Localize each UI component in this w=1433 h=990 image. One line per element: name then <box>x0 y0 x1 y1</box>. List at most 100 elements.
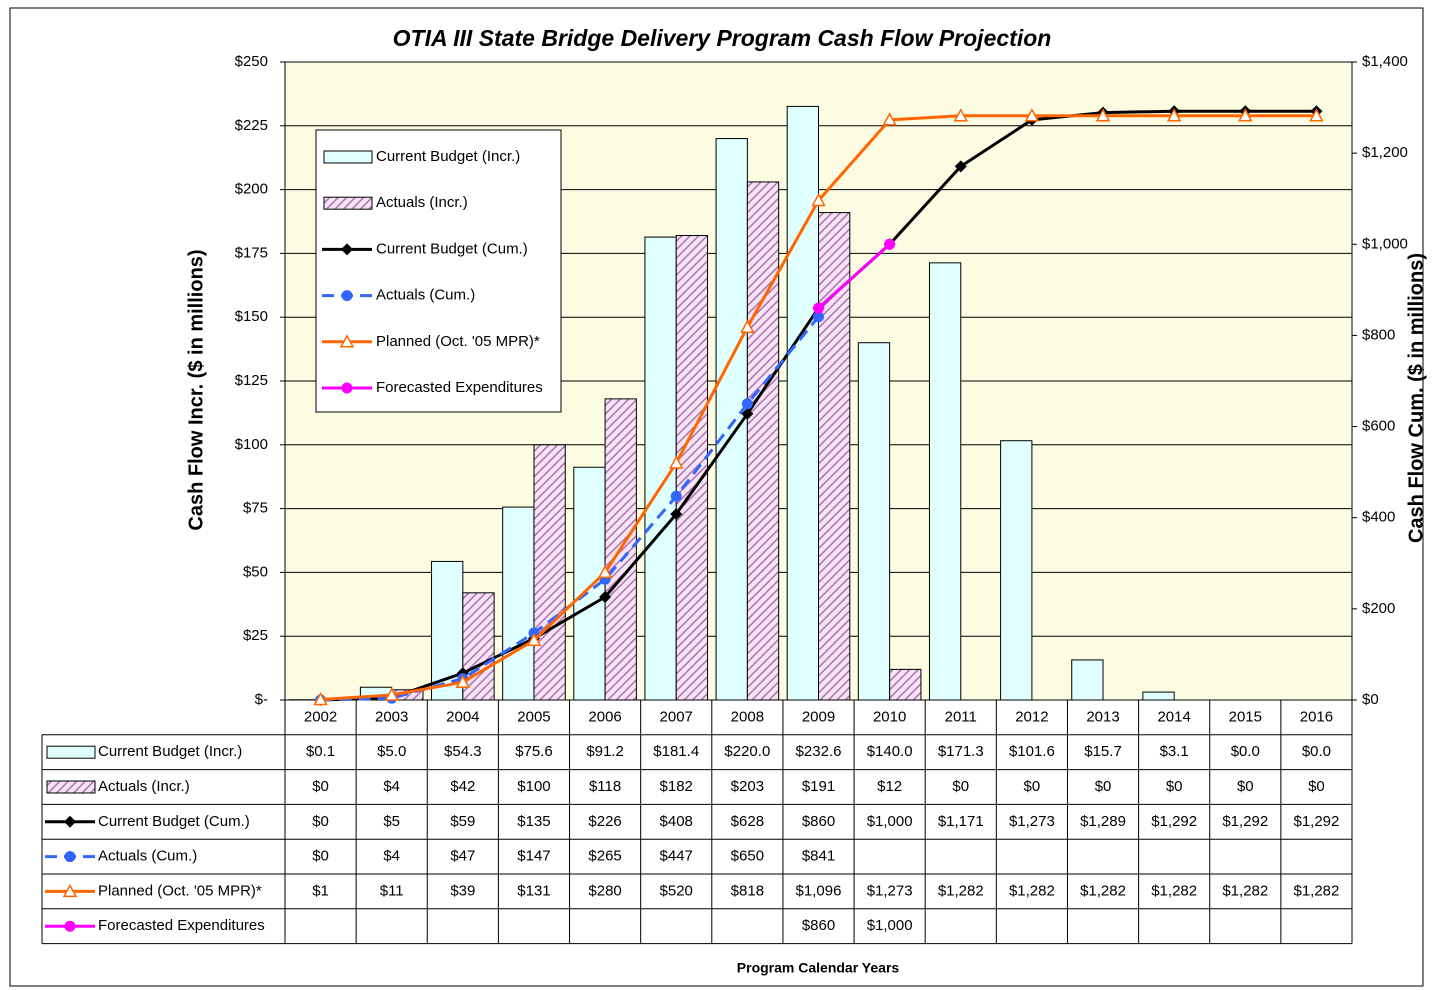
legend <box>315 129 562 413</box>
table-cell: $0.0 <box>1231 743 1260 760</box>
table-cell: $12 <box>877 778 902 795</box>
table-cell: $860 <box>802 813 835 830</box>
table-cell: $447 <box>660 848 693 865</box>
line-marker <box>811 192 826 207</box>
line-marker <box>882 112 897 126</box>
x-tick-label: 2014 <box>1157 708 1190 725</box>
table-cell: $860 <box>802 917 835 934</box>
table-cell: $171.3 <box>938 743 984 760</box>
table-cell: $1,273 <box>867 882 913 899</box>
bar <box>746 181 780 701</box>
table-cell: $1,282 <box>1080 882 1126 899</box>
table-cell: $101.6 <box>1009 743 1055 760</box>
table-cell: $1,282 <box>1293 882 1339 899</box>
table-cell: $181.4 <box>653 743 699 760</box>
table-row-label: Actuals (Incr.) <box>98 778 190 795</box>
x-tick-label: 2010 <box>873 708 906 725</box>
x-tick-label: 2002 <box>304 708 337 725</box>
line-marker <box>740 319 755 333</box>
x-tick-label: 2011 <box>945 708 977 725</box>
table-cell: $140.0 <box>867 743 913 760</box>
bar <box>533 444 566 701</box>
x-tick-label: 2012 <box>1015 708 1048 725</box>
table-row-label: Planned (Oct. '05 MPR)* <box>98 882 262 899</box>
legend-label: Actuals (Cum.) <box>376 287 475 304</box>
legend-marker <box>64 920 76 932</box>
legend-label: Current Budget (Cum.) <box>376 240 528 257</box>
y-axis-title: Cash Flow Incr. ($ in millions) <box>185 249 207 530</box>
y-tick-label: $- <box>255 691 268 708</box>
table-cell: $818 <box>731 882 764 899</box>
y2-tick-label: $1,000 <box>1362 235 1408 252</box>
line-marker <box>953 108 969 122</box>
table-cell: $220.0 <box>724 743 770 760</box>
x-tick-label: 2005 <box>517 708 550 725</box>
line-marker <box>741 398 753 410</box>
y-tick-label: $50 <box>243 563 268 580</box>
line-marker <box>741 407 754 420</box>
table-cell: $91.2 <box>586 743 624 760</box>
table-cell: $1,282 <box>938 882 984 899</box>
y-tick-label: $100 <box>235 436 268 453</box>
table-cell: $0.1 <box>306 743 335 760</box>
table-cell: $1,282 <box>1222 882 1268 899</box>
legend-marker <box>341 243 353 256</box>
table-cell: $1,292 <box>1222 813 1268 830</box>
y-tick-label: $175 <box>235 244 268 261</box>
y2-tick-label: $200 <box>1362 600 1395 617</box>
table-cell: $11 <box>380 882 404 899</box>
line-marker <box>670 508 683 521</box>
legend-label: Actuals (Incr.) <box>376 194 468 211</box>
legend-marker <box>64 851 76 863</box>
table-cell: $3.1 <box>1160 743 1189 760</box>
y2-tick-label: $800 <box>1362 326 1395 343</box>
table-cell: $0 <box>952 778 969 795</box>
table-cell: $0 <box>1166 778 1183 795</box>
y-tick-label: $250 <box>235 53 268 70</box>
table-cell: $265 <box>588 848 621 865</box>
table-cell: $1,273 <box>1009 813 1055 830</box>
y-tick-label: $200 <box>235 181 268 198</box>
table-cell: $0 <box>1095 778 1112 795</box>
table-cell: $232.6 <box>796 743 842 760</box>
table-cell: $0 <box>312 778 329 795</box>
table-cell: $650 <box>731 848 764 865</box>
y-tick-label: $75 <box>243 500 268 517</box>
line-marker <box>813 311 824 323</box>
x-axis-title: Program Calendar Years <box>737 960 900 976</box>
table-cell: $75.6 <box>515 743 553 760</box>
table-cell: $1,282 <box>1009 882 1055 899</box>
table-cell: $59 <box>450 813 475 830</box>
table-cell: $182 <box>660 778 693 795</box>
bar <box>502 506 535 701</box>
table-cell: $1,292 <box>1293 813 1339 830</box>
table-cell: $0 <box>1237 778 1254 795</box>
table-cell: $0 <box>312 848 329 865</box>
legend-label: Planned (Oct. '05 MPR)* <box>376 333 540 350</box>
legend-label: Current Budget (Incr.) <box>376 148 520 165</box>
y2-tick-label: $0 <box>1362 691 1379 708</box>
table-cell: $54.3 <box>444 743 482 760</box>
table-cell: $1,000 <box>867 917 913 934</box>
legend-marker <box>64 815 76 828</box>
table-cell: $147 <box>517 848 550 865</box>
table-cell: $5.0 <box>377 743 406 760</box>
bar <box>857 342 891 701</box>
table-row-label: Actuals (Cum.) <box>98 848 197 865</box>
line-marker <box>526 632 542 647</box>
line-marker <box>1166 108 1182 122</box>
chart-title: OTIA III State Bridge Delivery Program C… <box>393 25 1052 51</box>
table-cell: $1,282 <box>1151 882 1197 899</box>
table-cell: $280 <box>588 882 621 899</box>
bar <box>928 262 962 701</box>
line-marker <box>954 160 967 173</box>
line-marker <box>884 238 896 250</box>
legend-marker <box>339 334 355 348</box>
y-tick-label: $125 <box>235 372 268 389</box>
table-cell: $1,096 <box>796 882 842 899</box>
table-cell: $4 <box>383 778 400 795</box>
legend-marker <box>341 290 353 302</box>
table-cell: $135 <box>517 813 550 830</box>
legend-swatch <box>46 745 96 759</box>
